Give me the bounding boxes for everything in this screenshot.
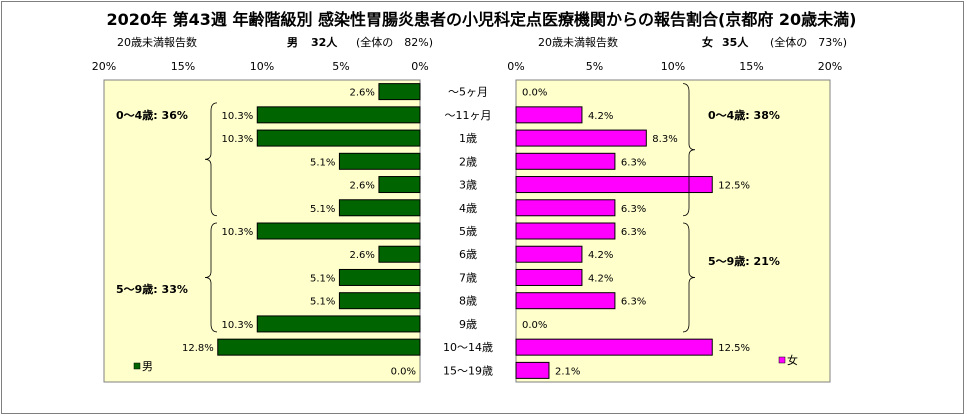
x-tick-label-left: 0% <box>411 60 428 73</box>
x-tick-label-right: 10% <box>661 60 685 73</box>
male-bar <box>256 106 421 124</box>
female-data-label: 4.2% <box>588 273 613 284</box>
male-group-brace-0-4 <box>204 102 218 217</box>
legend-swatch-female <box>778 356 786 364</box>
female-data-label: 6.3% <box>621 157 646 168</box>
category-label: 10～14歳 <box>443 341 493 354</box>
right-header-caption: 20歳未満報告数 <box>538 36 618 49</box>
category-label: 15～19歳 <box>443 364 493 377</box>
female-group-label-5-9: 5～9歳: 21% <box>708 254 780 268</box>
left-header-gender: 男 <box>287 36 298 49</box>
male-data-label: 10.3% <box>221 134 253 145</box>
male-bar <box>378 176 421 194</box>
female-bar <box>515 268 583 286</box>
female-bar <box>515 222 616 240</box>
female-data-label: 4.2% <box>588 250 613 261</box>
category-label: 4歳 <box>459 202 477 215</box>
category-label: 2歳 <box>459 155 477 168</box>
male-bar <box>256 222 421 240</box>
x-tick-label-right: 5% <box>586 60 603 73</box>
female-data-label: 6.3% <box>621 297 646 308</box>
female-data-label: 12.5% <box>718 181 750 192</box>
female-data-label: 0.0% <box>522 88 547 99</box>
x-tick-label-right: 0% <box>507 60 524 73</box>
male-group-label-0-4: 0～4歳: 36% <box>116 108 188 122</box>
male-data-label: 0.0% <box>391 366 416 377</box>
female-bar <box>515 176 713 194</box>
male-data-label: 5.1% <box>310 273 335 284</box>
female-bar <box>515 152 616 170</box>
male-data-label: 10.3% <box>221 320 253 331</box>
category-label: ～5ヶ月 <box>448 86 488 99</box>
male-data-label: 12.8% <box>182 343 214 354</box>
male-group-brace-5-9 <box>204 222 218 333</box>
female-bar <box>515 129 647 147</box>
male-bar <box>378 83 421 101</box>
x-tick-label-left: 20% <box>92 60 116 73</box>
male-bar <box>256 129 421 147</box>
category-label: ～11ヶ月 <box>445 109 492 122</box>
right-header-count: 35人 <box>722 36 749 49</box>
category-label: 7歳 <box>459 271 477 284</box>
legend-swatch-male <box>133 362 141 370</box>
male-data-label: 5.1% <box>310 204 335 215</box>
legend-label-male: 男 <box>142 360 153 373</box>
female-data-label: 8.3% <box>652 134 677 145</box>
female-data-label: 4.2% <box>588 111 613 122</box>
female-data-label: 12.5% <box>718 343 750 354</box>
female-group-label-0-4: 0～4歳: 38% <box>708 108 780 122</box>
female-bar <box>515 245 583 263</box>
category-label: 8歳 <box>459 295 477 308</box>
left-header-caption: 20歳未満報告数 <box>117 36 197 49</box>
male-data-label: 2.6% <box>350 181 375 192</box>
x-tick-label-left: 15% <box>171 60 195 73</box>
female-bar <box>515 106 583 124</box>
male-data-label: 5.1% <box>310 297 335 308</box>
male-bar <box>338 292 421 310</box>
male-bar <box>378 245 421 263</box>
male-data-label: 5.1% <box>310 157 335 168</box>
x-tick-label-right: 15% <box>739 60 763 73</box>
chart-title: 2020年 第43週 年齢階級別 感染性胃腸炎患者の小児科定点医療機関からの報告… <box>106 10 857 29</box>
female-data-label: 6.3% <box>621 204 646 215</box>
category-label: 1歳 <box>459 132 477 145</box>
male-bar <box>256 315 421 333</box>
female-group-brace-0-4 <box>682 83 696 217</box>
male-bar <box>338 199 421 217</box>
x-tick-label-left: 10% <box>250 60 274 73</box>
legend-label-female: 女 <box>787 353 798 367</box>
male-bar <box>217 338 421 356</box>
right-header-share: (全体の 73%) <box>770 36 848 49</box>
female-group-brace-5-9 <box>682 222 696 333</box>
male-bar <box>338 152 421 170</box>
female-data-label: 2.1% <box>555 366 580 377</box>
category-label: 3歳 <box>459 179 477 192</box>
category-label: 9歳 <box>459 318 477 331</box>
category-label: 5歳 <box>459 225 477 238</box>
male-data-label: 10.3% <box>221 227 253 238</box>
male-group-label-5-9: 5～9歳: 33% <box>116 282 188 296</box>
female-bar <box>515 292 616 310</box>
x-tick-label-left: 5% <box>332 60 349 73</box>
female-bar <box>515 199 616 217</box>
male-bar <box>338 268 421 286</box>
left-header-count: 32人 <box>311 36 338 49</box>
x-tick-label-right: 20% <box>818 60 842 73</box>
male-data-label: 2.6% <box>350 88 375 99</box>
male-data-label: 10.3% <box>221 111 253 122</box>
female-data-label: 0.0% <box>522 320 547 331</box>
female-data-label: 6.3% <box>621 227 646 238</box>
right-header-gender: 女 <box>702 36 713 49</box>
left-header-share: (全体の 82%) <box>356 36 434 49</box>
female-bar <box>515 361 550 379</box>
male-data-label: 2.6% <box>350 250 375 261</box>
category-label: 6歳 <box>459 248 477 261</box>
female-bar <box>515 338 713 356</box>
